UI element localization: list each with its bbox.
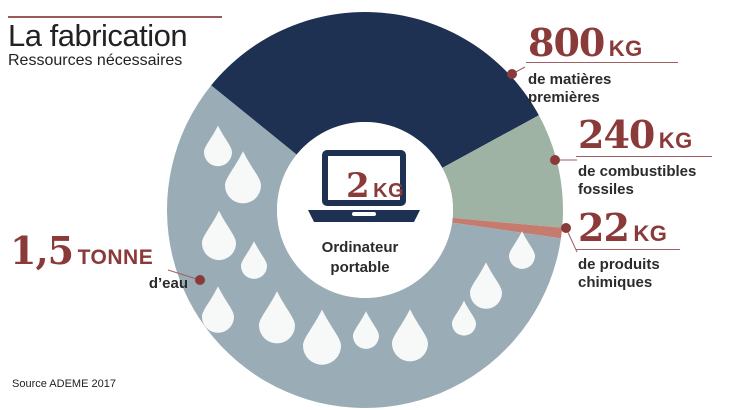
center-value: 2 KG xyxy=(346,166,404,206)
center-value-number: 2 xyxy=(346,166,370,206)
center-label-line2: portable xyxy=(330,259,390,276)
callout-fuels-text: de combustibles fossiles xyxy=(578,163,696,199)
callout-chem-line2: chimiques xyxy=(578,274,653,291)
page-subtitle: Ressources nécessaires xyxy=(8,52,183,69)
callout-fuels-line1: de combustibles xyxy=(578,163,697,180)
leader-dot xyxy=(550,155,560,165)
callout-fuels-line2: fossiles xyxy=(578,181,634,198)
laptop-screen xyxy=(328,156,400,200)
title-rule xyxy=(8,16,222,18)
donut-slice xyxy=(211,11,539,168)
callout-rule xyxy=(576,249,680,250)
center-label: Ordinateur portable xyxy=(300,238,420,278)
callout-water-unit: TONNE xyxy=(77,246,154,269)
laptop-trackpad xyxy=(352,212,376,216)
callout-chem: 22 KG de produits chimiques xyxy=(576,205,680,292)
callout-water-heading: 1,5 TONNE xyxy=(10,228,188,273)
leader-dot xyxy=(507,69,517,79)
callout-chem-line1: de produits xyxy=(578,256,660,273)
callout-water: 1,5 TONNE d’eau xyxy=(10,228,188,293)
callout-materials-line2: premières xyxy=(528,89,600,106)
callout-chem-value: 22 xyxy=(578,205,630,250)
water-drop-icon xyxy=(392,309,428,362)
water-drop-icon xyxy=(241,241,267,279)
water-drop-icon xyxy=(259,291,295,344)
source-note: Source ADEME 2017 xyxy=(12,378,116,390)
callout-materials-unit: KG xyxy=(608,36,643,61)
callout-chem-text: de produits chimiques xyxy=(578,256,667,292)
callout-materials-value: 800 xyxy=(528,20,605,65)
callout-materials-line1: de matières xyxy=(528,71,612,88)
water-drop-icon xyxy=(452,300,476,336)
water-drop-icon xyxy=(204,125,232,167)
center-value-unit: KG xyxy=(373,180,405,202)
page-title: La fabrication xyxy=(8,18,188,53)
callout-rule xyxy=(526,62,678,63)
callout-fuels: 240 KG de combustibles fossiles xyxy=(576,112,712,199)
leader-line xyxy=(167,269,201,281)
callout-materials-text: de matières premières xyxy=(528,71,643,107)
callout-chem-unit: KG xyxy=(633,221,668,246)
donut-slice xyxy=(442,115,564,228)
water-drop-icon xyxy=(202,286,234,333)
callout-fuels-value: 240 xyxy=(578,112,655,157)
leader-dot xyxy=(195,275,205,285)
water-drop-icon xyxy=(470,262,502,309)
callout-water-value: 1,5 xyxy=(10,228,74,273)
water-drop-icon xyxy=(225,151,261,204)
callout-water-line1: d’eau xyxy=(148,275,188,292)
callout-fuels-unit: KG xyxy=(658,128,693,153)
leader-dot xyxy=(561,223,571,233)
donut-slice xyxy=(452,217,563,239)
center-label-line1: Ordinateur xyxy=(321,239,399,256)
callout-materials: 800 KG de matières premières xyxy=(526,20,678,107)
callout-rule xyxy=(576,156,712,157)
water-drop-icon xyxy=(303,309,341,365)
water-drop-icon xyxy=(353,311,379,349)
water-drop-icon xyxy=(509,231,535,269)
water-drop-icon xyxy=(202,210,236,261)
